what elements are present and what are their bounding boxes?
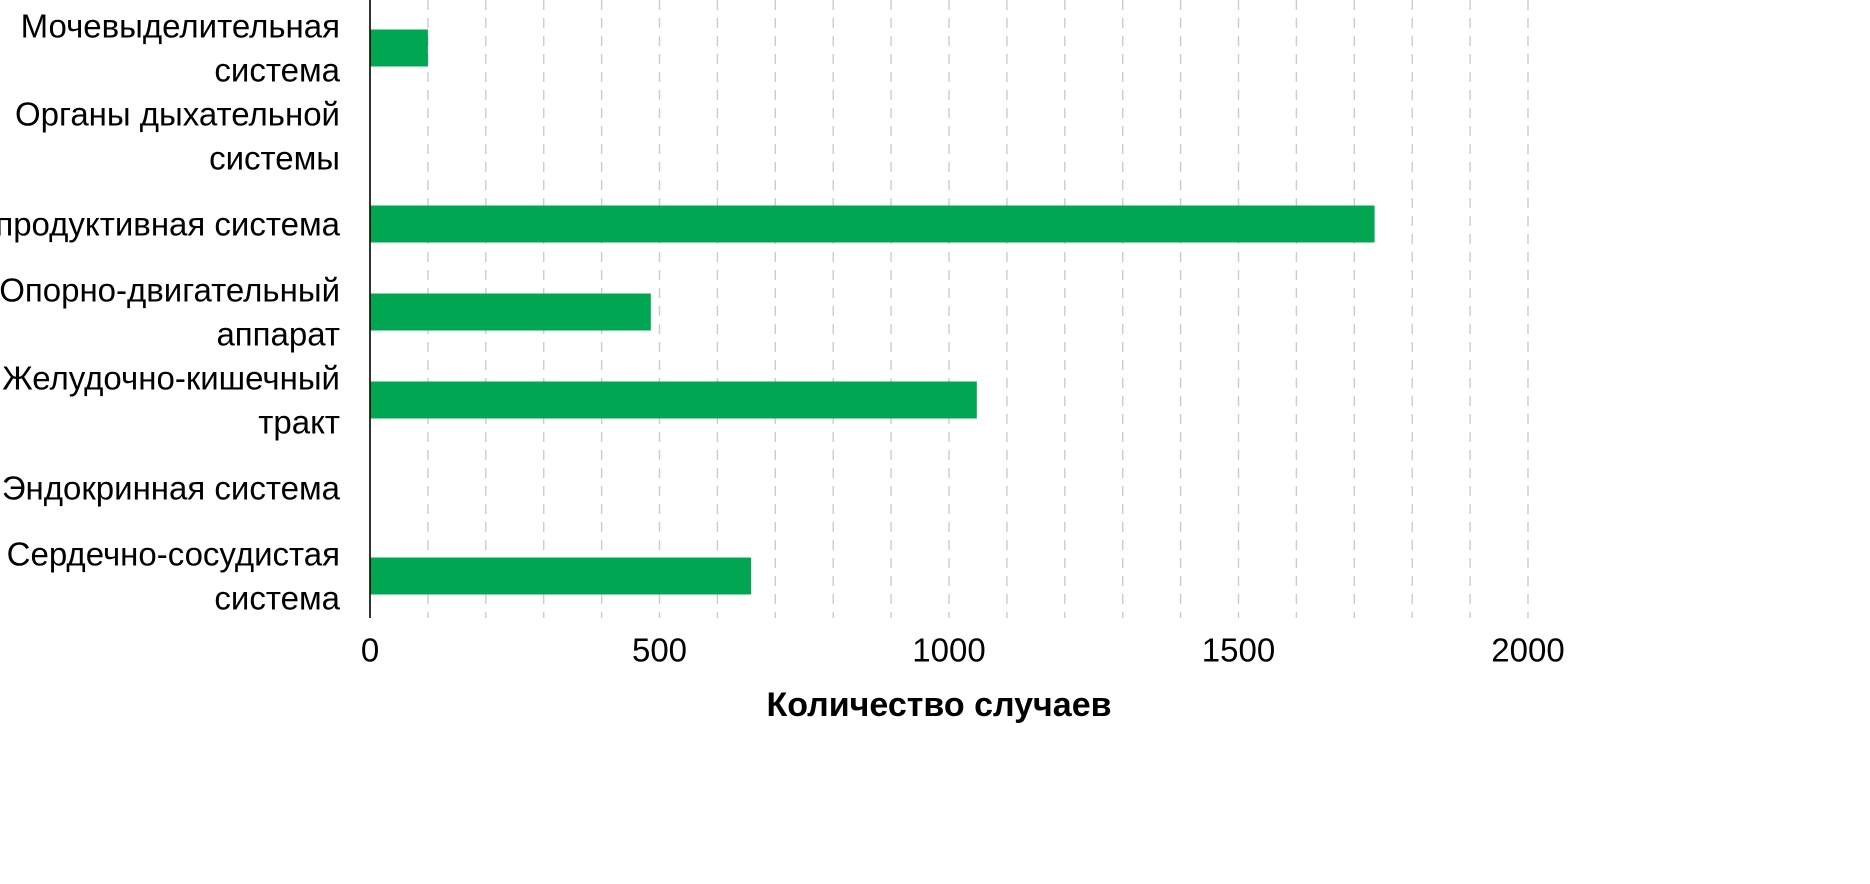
- category-label: тракт: [258, 404, 340, 441]
- category-label: Органы дыхательной: [15, 96, 340, 133]
- category-labels: Мочевыделительная система Органы дыхательн…: [0, 8, 341, 617]
- category-label: Эндокринная система: [2, 470, 341, 507]
- category-label: Репродуктивная система: [0, 206, 341, 243]
- x-tick-label: 500: [632, 632, 687, 669]
- bars: [370, 29, 1375, 595]
- bar: [370, 293, 651, 331]
- category-label: система: [214, 580, 340, 617]
- bar: [370, 205, 1375, 243]
- x-tick-labels: 0 500 1000 1500 2000: [361, 632, 1565, 669]
- category-label: Мочевыделительная: [21, 8, 340, 45]
- bar: [370, 557, 751, 595]
- x-axis-title: Количество случаев: [766, 686, 1111, 724]
- category-label: Сердечно-сосудистая: [7, 536, 340, 573]
- category-label: системы: [209, 140, 340, 177]
- category-label: аппарат: [216, 316, 340, 353]
- category-label: система: [214, 52, 340, 89]
- x-tick-label: 1000: [912, 632, 985, 669]
- category-label: Желудочно-кишечный: [2, 360, 340, 397]
- bar: [370, 29, 428, 67]
- x-tick-label: 1500: [1202, 632, 1275, 669]
- bar: [370, 381, 977, 419]
- category-label: Опорно-двигательный: [0, 272, 340, 309]
- x-tick-label: 2000: [1491, 632, 1564, 669]
- x-tick-label: 0: [361, 632, 379, 669]
